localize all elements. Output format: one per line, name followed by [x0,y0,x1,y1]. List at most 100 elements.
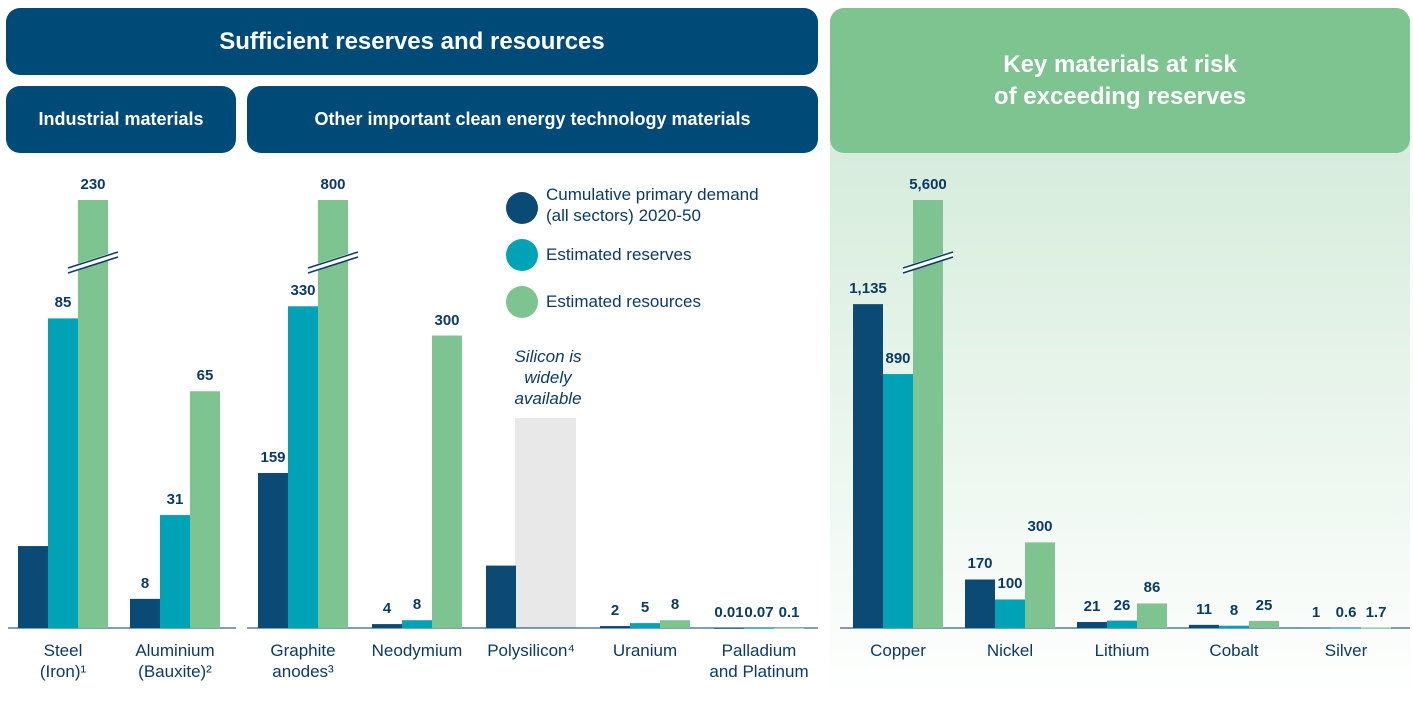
value-label: 300 [1027,518,1053,536]
panel-title: Key materials at risk of exceeding reser… [830,8,1410,153]
value-label: 890 [885,350,911,368]
x-tick-label: Nickel [986,641,1034,660]
axis-break [902,256,954,274]
bar [714,627,744,629]
x-tick-label: Aluminium (Bauxite)² [135,641,215,681]
value-label: 1,135 [849,280,887,298]
value-label: 86 [1143,579,1161,597]
x-tick-label: Cobalt [1209,641,1259,660]
value-label: 65 [196,367,214,385]
bar [630,623,660,628]
axis-break [307,256,359,274]
value-label: 159 [260,448,286,466]
value-label: 0.6 [1335,603,1357,621]
value-label: 8 [412,596,422,614]
bar [1107,620,1137,628]
x-tick-label: Polysilicon⁴ [487,641,575,660]
value-label: 4 [382,600,392,618]
panel-title: Industrial materials [6,86,236,153]
value-label: 5 [640,599,650,617]
value-label: 170 [967,555,993,573]
bar [774,627,804,629]
axis-break [902,251,954,269]
bar [1219,625,1249,628]
x-tick-label: Uranium [612,641,678,660]
bar [1301,627,1331,629]
x-tick-label: Graphite anodes³ [270,641,336,681]
x-tick-label: Steel (Iron)¹ [39,641,87,681]
silicon-placeholder [515,418,576,628]
value-label: 31 [166,491,184,509]
bar [486,565,516,628]
value-label: 0.07 [744,603,774,621]
value-label: 11 [1196,600,1212,618]
value-label: 25 [1255,596,1273,614]
bar [288,306,318,628]
legend-swatch [506,286,538,318]
value-label: 300 [434,311,460,329]
value-label: 1.7 [1365,603,1387,621]
bar [402,620,432,628]
axis-break [902,251,954,273]
axis-break [67,251,119,269]
bar [48,318,78,628]
legend-label: Estimated resources [546,292,701,311]
x-tick-label: Copper [870,641,926,660]
bar [1137,603,1167,628]
axis-break [67,251,119,273]
bar [432,335,462,628]
bar [1331,627,1361,629]
axis-break [307,251,359,269]
x-tick-label: Neodymium [371,641,463,660]
bar [913,200,943,628]
value-label: 26 [1113,596,1131,614]
panel-title: Other important clean energy technology … [247,86,818,153]
bar [78,200,108,628]
bar [160,515,190,628]
bar [883,374,913,628]
bar [372,624,402,628]
legend-label: Estimated reserves [546,245,692,264]
axis-break [307,251,359,273]
value-label: 8 [140,574,150,592]
bar [1249,620,1279,628]
value-label: 8 [1229,601,1239,619]
bar [1077,622,1107,628]
bar [995,599,1025,628]
bar [965,579,995,628]
legend-label: Cumulative primary demand (all sectors) … [546,185,759,225]
legend-swatch [506,192,538,224]
value-label: 230 [80,176,106,193]
bar [258,472,288,628]
bar [1025,542,1055,628]
value-label: 800 [320,176,346,193]
x-tick-label: Lithium [1094,641,1150,660]
value-label: 2 [610,602,620,620]
value-label: 8 [670,596,680,614]
silicon-note: Silicon is widely available [514,347,582,408]
bar [318,200,348,628]
value-label: 330 [290,282,316,300]
bar [744,627,774,629]
x-tick-label: Palladium and Platinum [709,641,809,681]
value-label: 21 [1083,598,1101,615]
legend-swatch [506,239,538,271]
bar [660,620,690,628]
bar [18,546,48,628]
value-label: 0.1 [778,603,800,621]
group-title: Sufficient reserves and resources [6,8,818,75]
value-label: 1 [1311,603,1321,621]
axis-break [67,256,119,274]
bar [600,626,630,628]
value-label: 5,600 [909,176,947,193]
value-label: 0.01 [714,603,744,621]
x-tick-label: Silver [1324,641,1368,660]
bar [1361,627,1391,629]
value-label: 100 [997,575,1023,593]
bar [853,304,883,628]
value-label: 85 [54,294,72,312]
bar [1189,624,1219,628]
bar [190,391,220,628]
